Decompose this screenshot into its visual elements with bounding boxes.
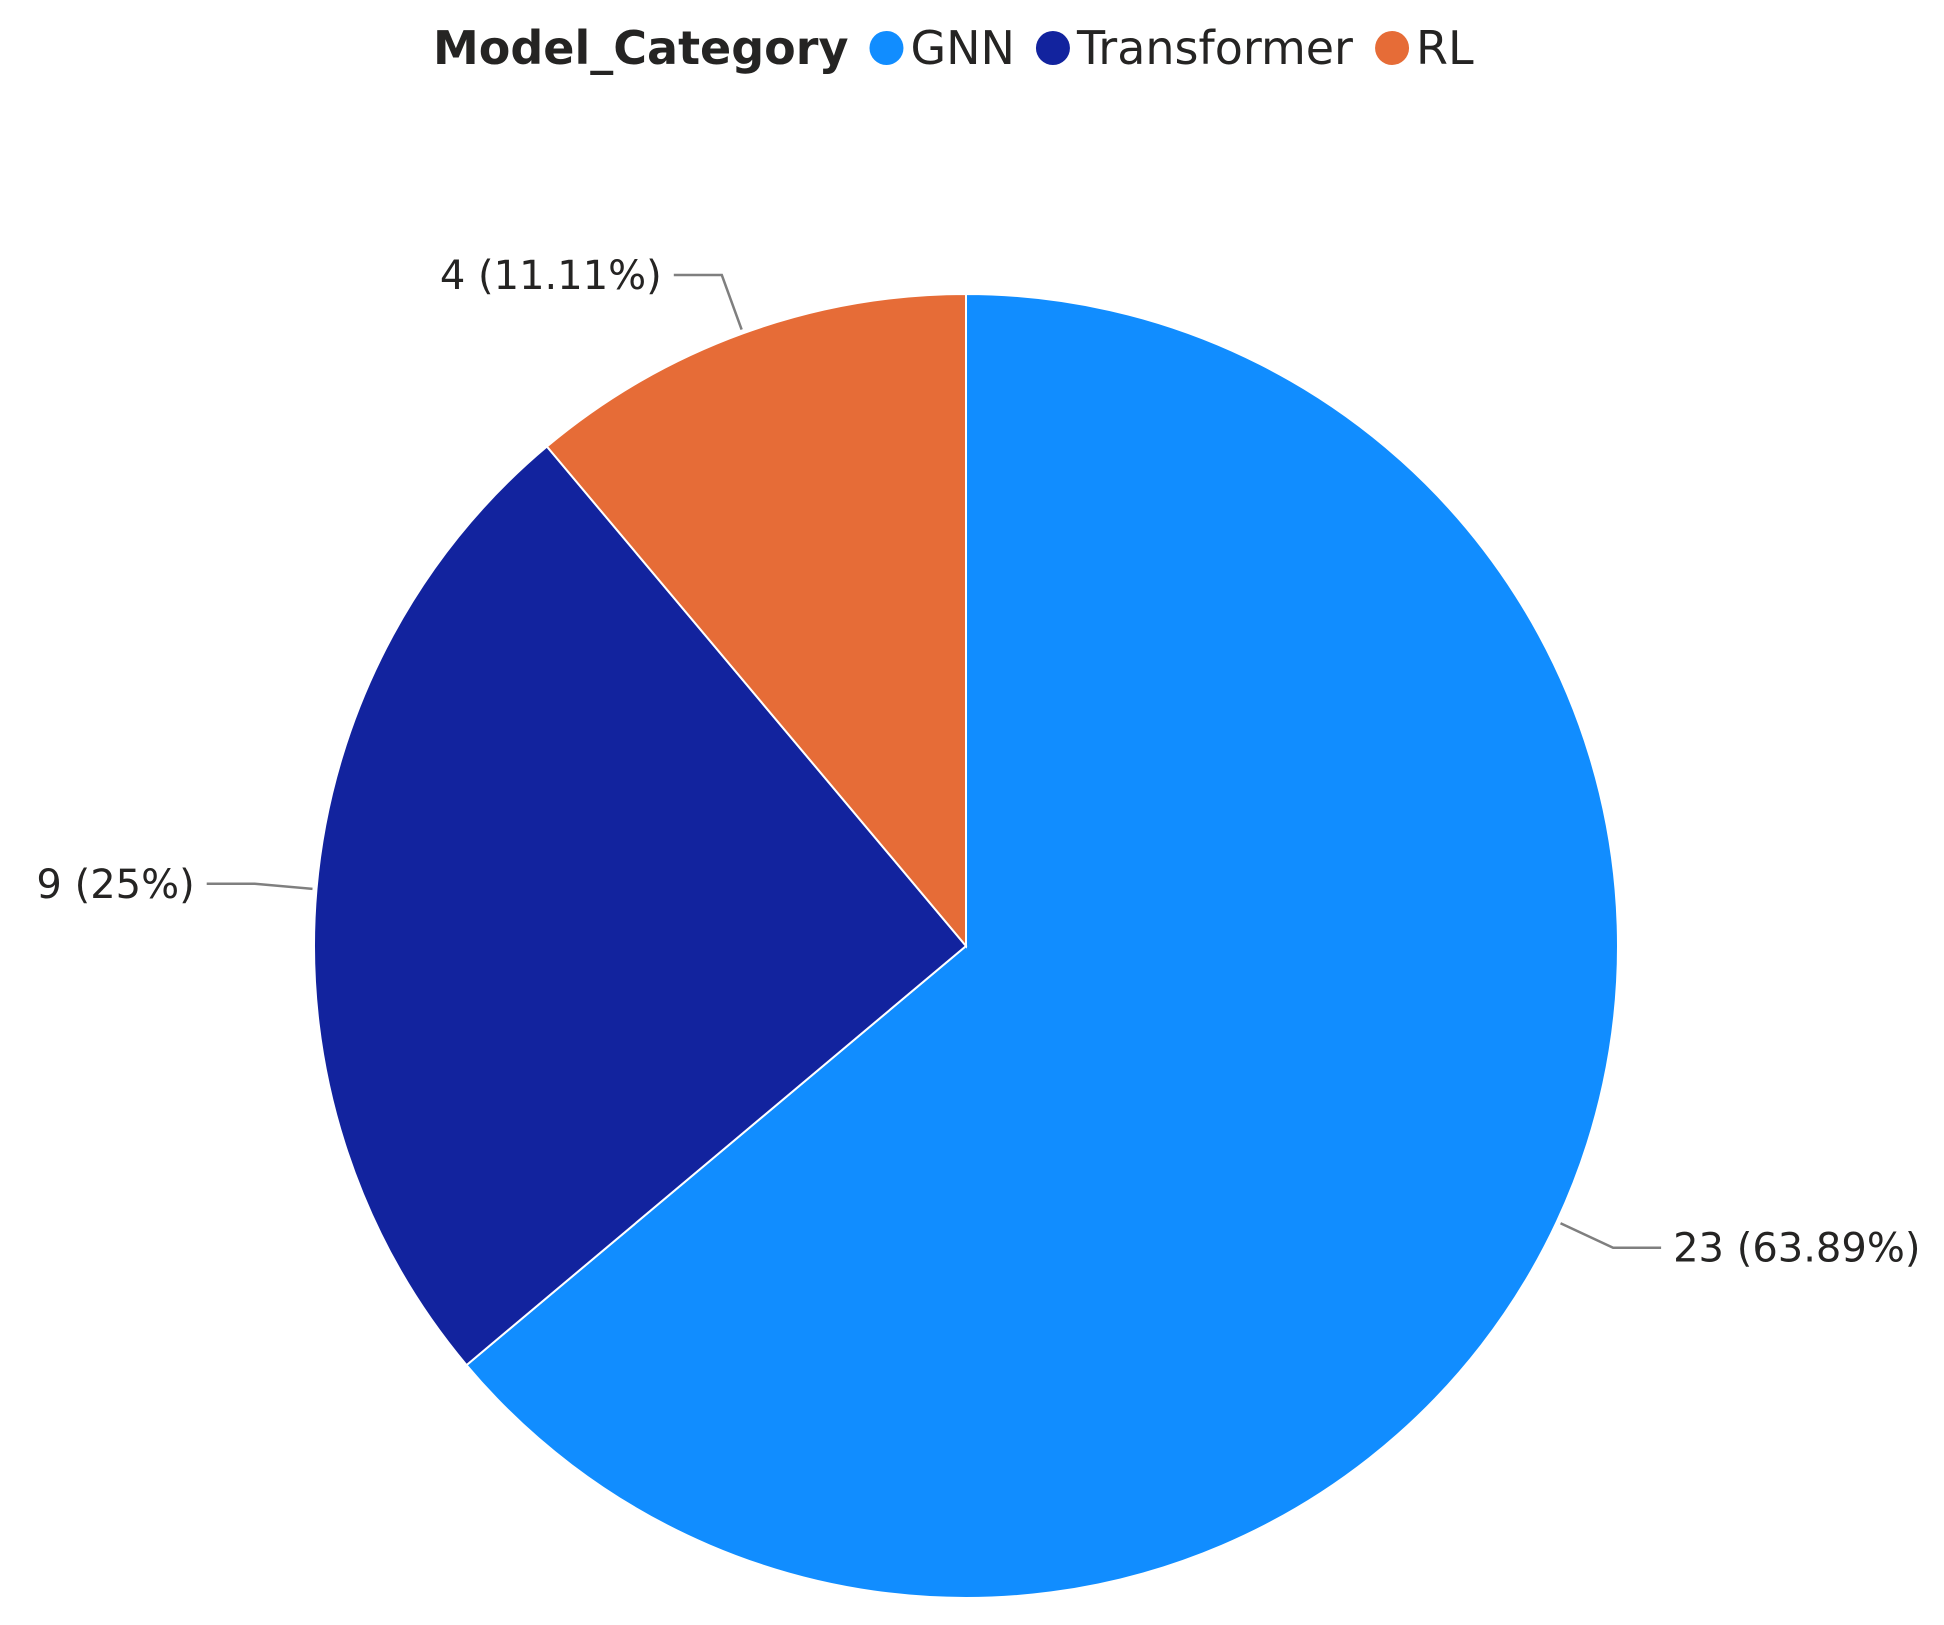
data-label-rl: 4 (11.11%) [440, 253, 662, 299]
legend-marker-rl [1375, 31, 1410, 65]
data-labels: 23 (63.89%) 9 (25%) 4 (11.11%) [36, 253, 1920, 1272]
pie-slice-transformer[interactable] [313, 445, 968, 1367]
legend: Model_Category GNN Transformer RL [433, 21, 1474, 75]
legend-marker-gnn [869, 31, 904, 65]
legend-item-gnn[interactable]: GNN [869, 21, 1015, 75]
leader-line-rl [673, 273, 743, 330]
legend-label-transformer: Transformer [1076, 21, 1353, 75]
data-label-gnn: 23 (63.89%) [1673, 1226, 1920, 1272]
legend-item-rl[interactable]: RL [1375, 21, 1474, 75]
legend-label-rl: RL [1416, 21, 1474, 75]
pie-slice-gnn[interactable] [465, 292, 1619, 1599]
leader-line-gnn [1560, 1222, 1662, 1249]
legend-title: Model_Category [433, 21, 848, 75]
leader-line-transformer [206, 882, 313, 891]
legend-marker-transformer [1035, 31, 1070, 65]
pie-slice-rl[interactable] [545, 292, 967, 949]
pie-slices [313, 292, 1619, 1599]
legend-item-transformer[interactable]: Transformer [1035, 21, 1353, 75]
legend-label-gnn: GNN [910, 21, 1014, 75]
data-label-transformer: 9 (25%) [36, 862, 194, 908]
